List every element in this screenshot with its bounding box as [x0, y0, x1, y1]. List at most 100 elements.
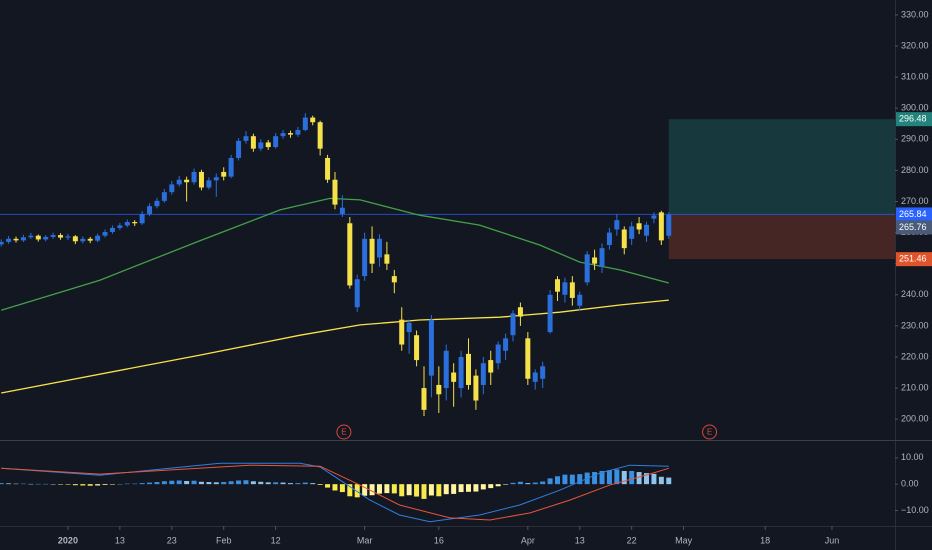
candle-body: [132, 222, 138, 224]
y-tick-label: 300.00: [901, 103, 929, 113]
macd-histogram-bar: [117, 484, 123, 485]
candle-body: [80, 238, 86, 242]
macd-histogram-bar: [87, 484, 93, 486]
candle-body: [317, 122, 323, 149]
macd-histogram-bar: [406, 484, 412, 496]
macd-tick-label: 10.00: [901, 452, 924, 462]
candle-body: [488, 360, 494, 373]
macd-histogram-bar: [236, 480, 242, 485]
macd-histogram-bar: [154, 482, 160, 485]
x-tick-label: Mar: [357, 535, 373, 545]
macd-histogram-bar: [354, 484, 360, 498]
macd-histogram-bar: [228, 481, 234, 485]
candle-body: [109, 227, 115, 232]
y-tick-label: 310.00: [901, 71, 929, 81]
candle-body: [258, 142, 264, 149]
candle-body: [139, 213, 145, 224]
earnings-label: E: [341, 428, 346, 437]
macd-histogram-bar: [473, 484, 479, 492]
macd-histogram-bar: [161, 481, 167, 485]
macd-histogram-bar: [651, 473, 657, 485]
macd-histogram-bar: [0, 483, 4, 485]
macd-histogram-bar: [169, 480, 175, 485]
y-tick-label: 220.00: [901, 351, 929, 361]
macd-histogram-bar: [13, 483, 19, 485]
candle-body: [58, 235, 64, 238]
candle-body: [599, 248, 605, 267]
candle-body: [465, 353, 471, 385]
candle-body: [198, 171, 204, 188]
macd-histogram-bar: [72, 484, 78, 486]
y-tick-label: 330.00: [901, 9, 929, 19]
candle-body: [421, 388, 427, 410]
macd-histogram-bar: [102, 484, 108, 485]
target-price: 296.48: [899, 114, 927, 124]
candle-body: [451, 372, 457, 382]
macd-histogram-bar: [139, 483, 145, 485]
candle-body: [339, 207, 345, 214]
macd-histogram-bar: [258, 481, 264, 485]
stop-price-badge: [896, 252, 932, 267]
candle-body: [50, 235, 56, 237]
candle-body: [517, 307, 523, 317]
macd-histogram-bar: [428, 484, 434, 496]
candle-body: [399, 319, 405, 345]
candle-body: [384, 254, 390, 264]
macd-histogram-bar: [369, 484, 375, 496]
candle-body: [473, 375, 479, 401]
macd-histogram-bar: [191, 480, 197, 485]
macd-histogram-bar: [540, 481, 546, 485]
candle-body: [636, 223, 642, 230]
entry-price-badge: [896, 207, 932, 222]
candle-body: [577, 294, 583, 306]
candle-body: [243, 136, 249, 141]
candle-body: [495, 344, 501, 364]
candle-body: [629, 226, 635, 239]
x-tick-label: 16: [434, 535, 444, 545]
macd-histogram-bar: [198, 481, 204, 485]
candle-body: [414, 335, 420, 361]
macd-histogram-bar: [555, 476, 561, 485]
candle-body: [369, 238, 375, 264]
macd-histogram-bar: [147, 482, 153, 485]
entry-price: 265.84: [899, 209, 927, 219]
macd-histogram-bar: [532, 482, 538, 485]
macd-histogram-bar: [347, 484, 353, 497]
macd-histogram-bar: [80, 484, 86, 486]
macd-histogram-bar: [273, 482, 279, 485]
y-tick-label: 230.00: [901, 320, 929, 330]
macd-tick-label: −10.00: [901, 505, 929, 515]
macd-histogram-bar: [35, 483, 41, 485]
macd-line: [1, 462, 669, 523]
candle-body: [154, 200, 160, 207]
candle-body: [406, 322, 412, 333]
candle-body: [428, 319, 434, 376]
macd-histogram-bar: [339, 484, 345, 493]
macd-histogram-bar: [599, 470, 605, 485]
target-zone: [668, 119, 895, 215]
y-tick-label: 280.00: [901, 165, 929, 175]
macd-histogram-bar: [265, 482, 271, 485]
last-price-badge: [896, 220, 932, 235]
macd-histogram-bar: [666, 477, 672, 485]
macd-histogram-bar: [644, 473, 650, 485]
macd-histogram-bar: [488, 484, 494, 489]
candle-body: [547, 294, 553, 333]
macd-histogram-bar: [6, 483, 12, 485]
macd-histogram-bar: [332, 484, 338, 491]
macd-histogram-bar: [132, 483, 138, 485]
macd-histogram-bar: [547, 478, 553, 485]
candle-body: [644, 224, 650, 236]
macd-histogram-bar: [28, 483, 34, 485]
macd-histogram-bar: [658, 476, 664, 485]
macd-histogram-bar: [310, 483, 316, 485]
candle-body: [95, 235, 101, 241]
candle-body: [161, 192, 167, 201]
candle-body: [525, 338, 531, 379]
candle-body: [310, 117, 316, 123]
x-tick-label: May: [675, 535, 693, 545]
macd-histogram-bar: [280, 482, 286, 485]
candle-body: [614, 220, 620, 230]
earnings-marker: [702, 424, 718, 440]
